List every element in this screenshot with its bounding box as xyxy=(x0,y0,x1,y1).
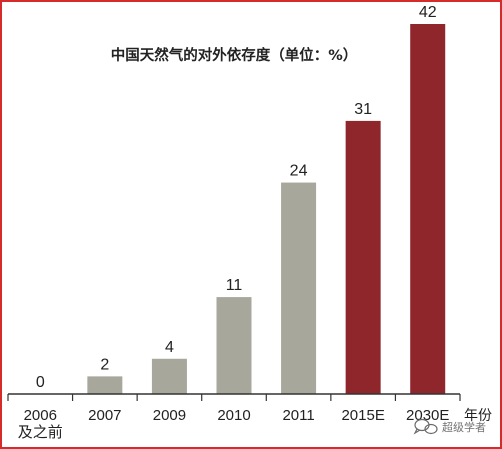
x-tick-label: 2010 xyxy=(217,407,250,424)
x-tick-label: 2009 xyxy=(153,407,186,424)
data-label: 0 xyxy=(36,374,45,391)
x-tick-label: 2006 及之前 xyxy=(18,407,63,441)
bar-2009 xyxy=(151,358,187,394)
chart-title: 中国天然气的对外依存度（单位：%） xyxy=(111,46,358,64)
bar-2007 xyxy=(87,376,123,394)
chat-bubble-icon xyxy=(413,418,438,435)
data-label: 24 xyxy=(290,163,308,180)
bar-2010 xyxy=(216,297,252,394)
data-label: 2 xyxy=(100,356,109,373)
bar-2011 xyxy=(281,182,317,394)
bar-2030e xyxy=(410,24,446,394)
watermark-text: 超级学者 xyxy=(442,420,486,434)
x-tick-label: 2015E xyxy=(341,407,384,424)
data-label: 11 xyxy=(226,277,243,294)
watermark: 超级学者 xyxy=(413,418,486,435)
x-axis xyxy=(7,393,461,401)
x-axis-label: 年份 xyxy=(464,408,492,424)
bar-2015e xyxy=(345,120,381,395)
bars-layer xyxy=(87,24,446,395)
x-tick-label: 2011 xyxy=(282,407,314,424)
data-label: 4 xyxy=(165,339,174,356)
x-tick-label: 2007 xyxy=(88,407,121,424)
x-tick-label: 2030E xyxy=(406,407,449,424)
data-label: 42 xyxy=(419,4,437,21)
x-tick-labels: 2006 及之前 2007 2009 2010 2011 2015E 2030E xyxy=(18,407,450,441)
data-label: 31 xyxy=(354,101,372,118)
